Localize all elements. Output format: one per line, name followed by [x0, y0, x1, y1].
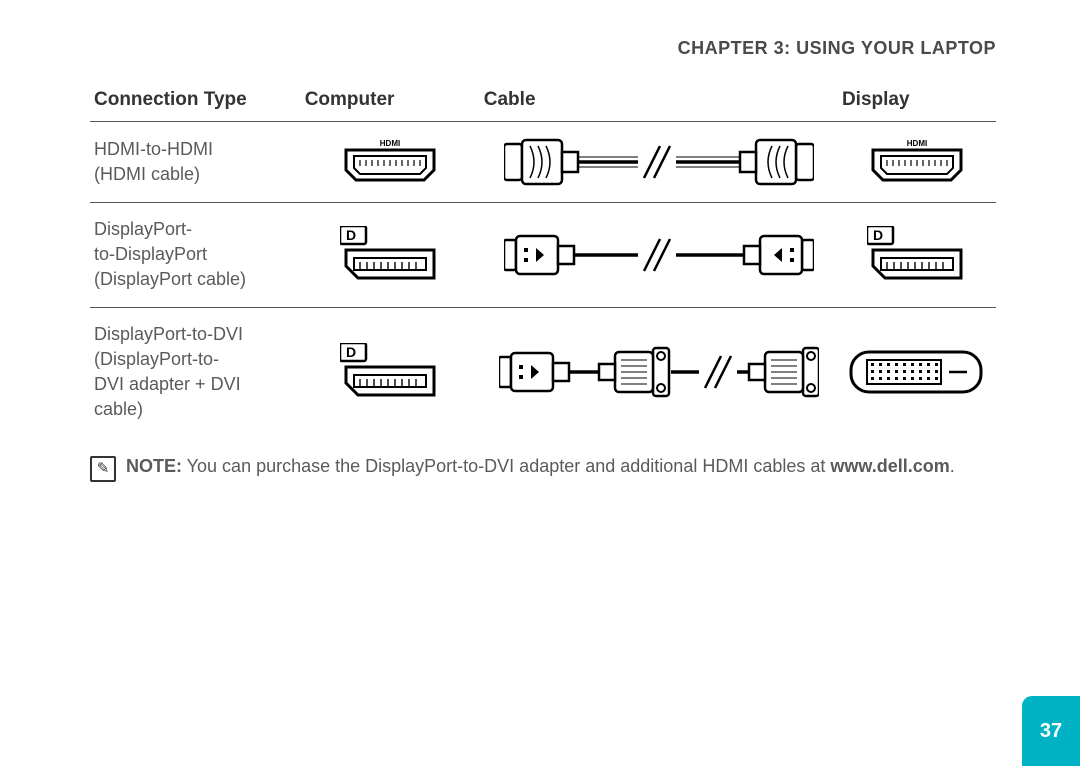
connection-table: Connection Type Computer Cable Display H… — [90, 81, 996, 436]
table-header-row: Connection Type Computer Cable Display — [90, 81, 996, 122]
cell-display — [838, 122, 996, 203]
cell-type: DisplayPort-to-DisplayPort(DisplayPort c… — [90, 203, 301, 308]
cell-display — [838, 203, 996, 308]
page-number-badge: 37 — [1022, 696, 1080, 766]
dvi-port-icon — [849, 348, 985, 396]
note-label: NOTE: — [126, 456, 182, 476]
header-type: Connection Type — [90, 81, 301, 122]
table-row: DisplayPort-to-DisplayPort(DisplayPort c… — [90, 203, 996, 308]
note-link: www.dell.com — [830, 456, 949, 476]
note-body-before: You can purchase the DisplayPort-to-DVI … — [182, 456, 830, 476]
dp-cable-icon — [504, 229, 814, 281]
table-row: DisplayPort-to-DVI(DisplayPort-to-DVI ad… — [90, 307, 996, 436]
cell-cable — [480, 203, 838, 308]
header-display: Display — [838, 81, 996, 122]
manual-page: CHAPTER 3: USING YOUR LAPTOP Connection … — [0, 0, 1080, 482]
hdmi-port-icon — [340, 138, 440, 186]
type-label: HDMI-to-HDMI(HDMI cable) — [94, 139, 213, 184]
table-row: HDMI-to-HDMI(HDMI cable) — [90, 122, 996, 203]
hdmi-cable-icon — [504, 136, 814, 188]
header-cable: Cable — [480, 81, 838, 122]
dp-port-icon — [340, 226, 440, 284]
note-body-after: . — [950, 456, 955, 476]
cell-computer — [301, 203, 480, 308]
dp-port-icon — [340, 343, 440, 401]
cell-computer — [301, 307, 480, 436]
dp-dvi-cable-icon — [499, 344, 819, 400]
dp-port-icon — [867, 226, 967, 284]
cell-display — [838, 307, 996, 436]
cell-computer — [301, 122, 480, 203]
note-icon: ✎ — [90, 456, 116, 482]
cell-type: HDMI-to-HDMI(HDMI cable) — [90, 122, 301, 203]
cell-cable — [480, 307, 838, 436]
cell-cable — [480, 122, 838, 203]
type-label: DisplayPort-to-DisplayPort(DisplayPort c… — [94, 219, 246, 289]
header-computer: Computer — [301, 81, 480, 122]
hdmi-port-icon — [867, 138, 967, 186]
type-label: DisplayPort-to-DVI(DisplayPort-to-DVI ad… — [94, 324, 243, 420]
cell-type: DisplayPort-to-DVI(DisplayPort-to-DVI ad… — [90, 307, 301, 436]
note-block: ✎ NOTE: You can purchase the DisplayPort… — [90, 454, 996, 482]
note-text: NOTE: You can purchase the DisplayPort-t… — [126, 454, 955, 478]
page-number: 37 — [1040, 720, 1062, 743]
chapter-title: CHAPTER 3: USING YOUR LAPTOP — [90, 38, 996, 59]
